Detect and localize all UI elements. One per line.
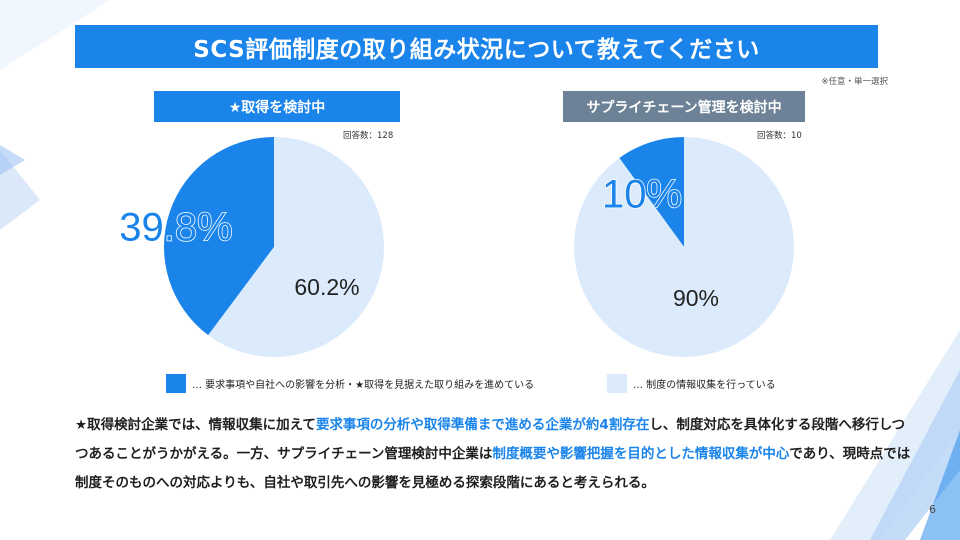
legend-item-analysis: … 要求事項や自社への影響を分析・★取得を見据えた取り組みを進めている [166,374,534,393]
pie-data-label-0: 10% [602,173,682,217]
selection-note: ※任意・単一選択 [821,77,888,87]
summary-part-3: であり、現時点では制度そのものへの対応よりも、自社や取引先への影響を見極める探索… [75,446,911,491]
pie-slice-0 [619,137,684,247]
respondents-left: 回答数：128 [343,131,394,141]
page-number: 6 [929,503,936,516]
summary-part-2: し、制度対応を具体化する段階へ移行しつつあることがうかがえる。一方、サプライチェ… [75,417,906,462]
pie-data-label-0: 39.8% [119,206,232,250]
page-title: SCS評価制度の取り組み状況について教えてください [75,25,878,68]
pie-slice-1 [574,137,794,357]
pie-data-label-1: 60.2% [294,274,359,300]
legend-swatch-analysis [166,374,186,393]
summary-text: ★取得検討企業では、情報収集に加えて要求事項の分析や取得準備まで進める企業が約4… [75,411,913,498]
legend-swatch-info [607,374,627,393]
legend-label-info: … 制度の情報収集を行っている [633,380,776,391]
legend-item-info: … 制度の情報収集を行っている [607,374,776,393]
summary-part-1: ★取得検討企業では、情報収集に加えて [75,417,316,433]
pie-chart-left: 39.8% 60.2% [119,137,385,357]
pie-data-label-1: 90% [673,285,719,311]
panel-header-left: ★取得を検討中 [154,91,400,122]
summary-highlight-2: 制度概要や影響把握を目的とした情報収集が中心 [492,446,790,462]
panel-header-right: サプライチェーン管理を検討中 [563,91,805,122]
legend-label-analysis: … 要求事項や自社への影響を分析・★取得を見据えた取り組みを進めている [192,380,535,391]
pie-slice-0 [164,137,274,336]
pie-chart-right: 10% 90% [574,137,794,357]
summary-highlight-1: 要求事項の分析や取得準備まで進める企業が約4割存在 [315,417,650,433]
pie-slice-1 [208,137,385,357]
respondents-right: 回答数：10 [757,131,802,141]
